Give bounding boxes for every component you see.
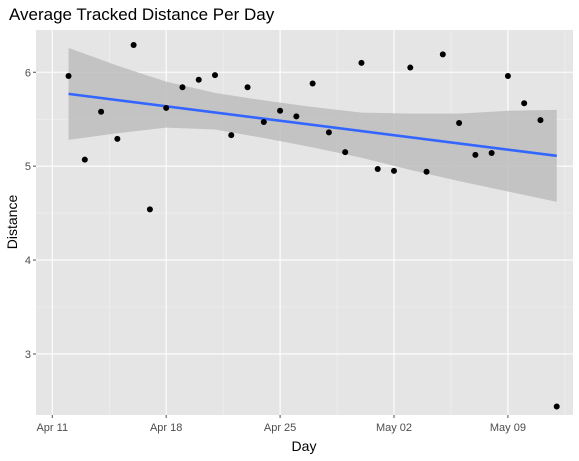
data-point [179,84,186,91]
data-point [277,107,284,114]
x-tick-label: May 09 [490,422,526,434]
data-point [163,104,170,111]
data-point [439,51,446,58]
y-tick-label: 3 [25,349,31,361]
data-point [293,113,300,120]
data-point [537,117,544,124]
data-point [407,64,414,71]
y-tick-label: 5 [25,161,31,173]
x-tick-label: Apr 25 [264,422,296,434]
data-point [374,165,381,172]
y-tick-label: 4 [25,255,31,267]
chart-title: Average Tracked Distance Per Day [9,5,275,24]
y-axis-title: Distance [4,195,20,250]
y-axis: 3 4 5 6 [25,67,36,361]
data-point [358,59,365,66]
data-point [98,108,105,115]
data-point [81,156,88,163]
data-point [391,167,397,174]
trend-line [68,92,557,158]
data-point [212,72,218,79]
data-point [553,403,560,410]
data-point [65,73,72,80]
x-tick-label: May 02 [376,422,412,434]
data-point [228,132,235,139]
x-tick-label: Apr 18 [150,422,182,434]
data-point [130,42,137,49]
data-point [423,168,430,175]
data-point [195,76,202,83]
data-point [504,73,511,80]
data-point [260,119,267,126]
y-tick-label: 6 [25,67,31,79]
data-point [488,150,495,157]
x-tick-label: Apr 11 [36,422,68,434]
data-point [325,129,332,136]
data-point [472,151,479,158]
x-axis-title: Day [292,438,317,454]
data-point [342,149,349,156]
data-point [146,206,153,213]
data-point [456,119,463,126]
data-points [65,42,560,410]
data-point [244,84,251,91]
data-point [114,135,121,142]
x-axis: Apr 11 Apr 18 Apr 25 May 02 May 09 [36,415,526,434]
data-point [309,80,316,87]
data-point [521,100,528,107]
